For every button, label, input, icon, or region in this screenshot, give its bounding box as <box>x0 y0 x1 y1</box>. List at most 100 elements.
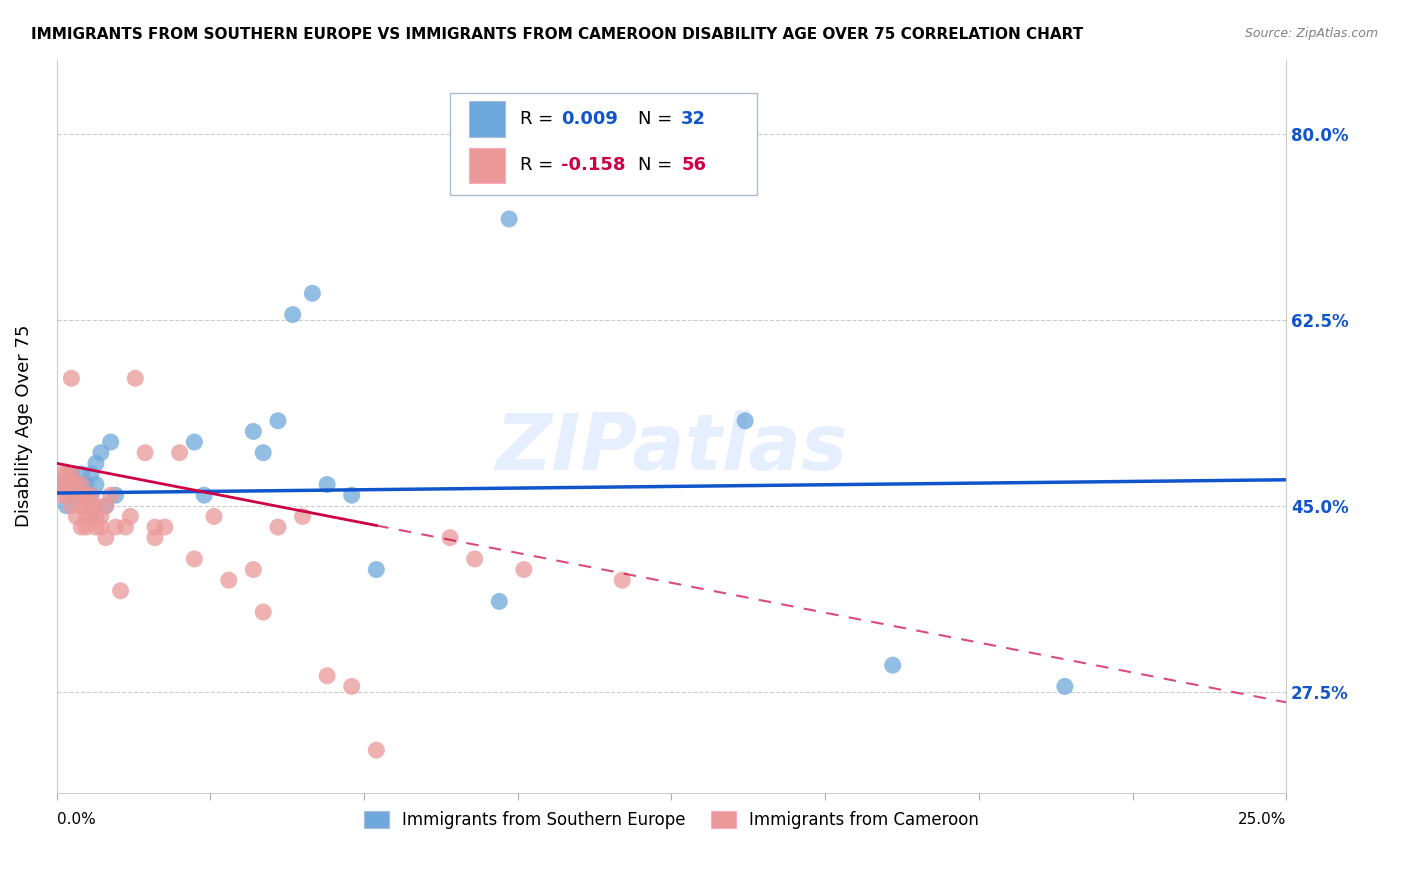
Point <box>65 477 87 491</box>
Point <box>60 488 83 502</box>
Point <box>90 520 112 534</box>
Point <box>252 605 274 619</box>
Point <box>104 520 127 534</box>
Point <box>70 499 93 513</box>
Point <box>51 477 73 491</box>
Point <box>114 520 136 534</box>
Text: Source: ZipAtlas.com: Source: ZipAtlas.com <box>1244 27 1378 40</box>
Point <box>80 488 103 502</box>
Point <box>183 435 205 450</box>
Point <box>75 509 97 524</box>
Point <box>84 456 107 470</box>
Point <box>55 488 77 502</box>
Text: N =: N = <box>638 156 678 174</box>
Point <box>124 371 146 385</box>
Point <box>153 520 176 534</box>
Point <box>366 563 388 577</box>
Point <box>65 488 87 502</box>
Point <box>55 477 77 491</box>
Point <box>100 488 122 502</box>
Point <box>55 467 77 481</box>
Point <box>183 552 205 566</box>
Point <box>100 435 122 450</box>
Point <box>218 573 240 587</box>
Point <box>75 520 97 534</box>
Point <box>143 520 166 534</box>
Point <box>75 477 97 491</box>
Text: N =: N = <box>638 110 678 128</box>
Legend: Immigrants from Southern Europe, Immigrants from Cameroon: Immigrants from Southern Europe, Immigra… <box>357 804 986 836</box>
Point <box>488 594 510 608</box>
Text: -0.158: -0.158 <box>561 156 626 174</box>
Point <box>75 488 97 502</box>
Y-axis label: Disability Age Over 75: Disability Age Over 75 <box>15 325 32 527</box>
Point <box>202 509 225 524</box>
Point <box>51 488 73 502</box>
Point <box>75 499 97 513</box>
Point <box>70 467 93 481</box>
Point <box>169 445 191 459</box>
Point <box>439 531 461 545</box>
Point <box>882 658 904 673</box>
Point <box>75 488 97 502</box>
Point <box>65 488 87 502</box>
Point <box>84 477 107 491</box>
Point <box>464 552 486 566</box>
Point <box>340 680 363 694</box>
Point <box>70 477 93 491</box>
Point <box>340 488 363 502</box>
Point <box>80 488 103 502</box>
Point <box>612 573 634 587</box>
Point <box>301 286 323 301</box>
Point <box>498 211 520 226</box>
Point <box>267 414 290 428</box>
FancyBboxPatch shape <box>468 147 505 183</box>
Point <box>60 467 83 481</box>
Text: R =: R = <box>520 110 560 128</box>
Text: ZIPatlas: ZIPatlas <box>495 410 848 486</box>
Point <box>104 488 127 502</box>
Point <box>90 509 112 524</box>
Point <box>60 477 83 491</box>
Text: 25.0%: 25.0% <box>1237 812 1286 827</box>
Text: 32: 32 <box>682 110 706 128</box>
Point <box>55 499 77 513</box>
Point <box>80 509 103 524</box>
Point <box>84 499 107 513</box>
Point <box>120 509 142 524</box>
Point <box>70 477 93 491</box>
Point <box>252 445 274 459</box>
Text: 0.0%: 0.0% <box>56 812 96 827</box>
Point <box>60 371 83 385</box>
Point <box>60 467 83 481</box>
Point <box>94 499 117 513</box>
Point <box>316 669 339 683</box>
Point <box>291 509 314 524</box>
Point <box>281 308 304 322</box>
Point <box>65 509 87 524</box>
Point <box>80 467 103 481</box>
Point <box>193 488 215 502</box>
Point <box>51 467 73 481</box>
FancyBboxPatch shape <box>468 102 505 136</box>
Point <box>84 509 107 524</box>
Point <box>110 583 132 598</box>
Point <box>134 445 156 459</box>
FancyBboxPatch shape <box>450 93 758 195</box>
Point <box>84 520 107 534</box>
Point <box>90 445 112 459</box>
Point <box>1053 680 1076 694</box>
Point <box>316 477 339 491</box>
Point <box>366 743 388 757</box>
Point <box>267 520 290 534</box>
Point <box>51 477 73 491</box>
Point <box>70 488 93 502</box>
Point <box>242 425 264 439</box>
Point <box>94 499 117 513</box>
Text: IMMIGRANTS FROM SOUTHERN EUROPE VS IMMIGRANTS FROM CAMEROON DISABILITY AGE OVER : IMMIGRANTS FROM SOUTHERN EUROPE VS IMMIG… <box>31 27 1083 42</box>
Point <box>242 563 264 577</box>
Text: 0.009: 0.009 <box>561 110 617 128</box>
Point <box>70 520 93 534</box>
Point <box>94 531 117 545</box>
Point <box>734 414 756 428</box>
